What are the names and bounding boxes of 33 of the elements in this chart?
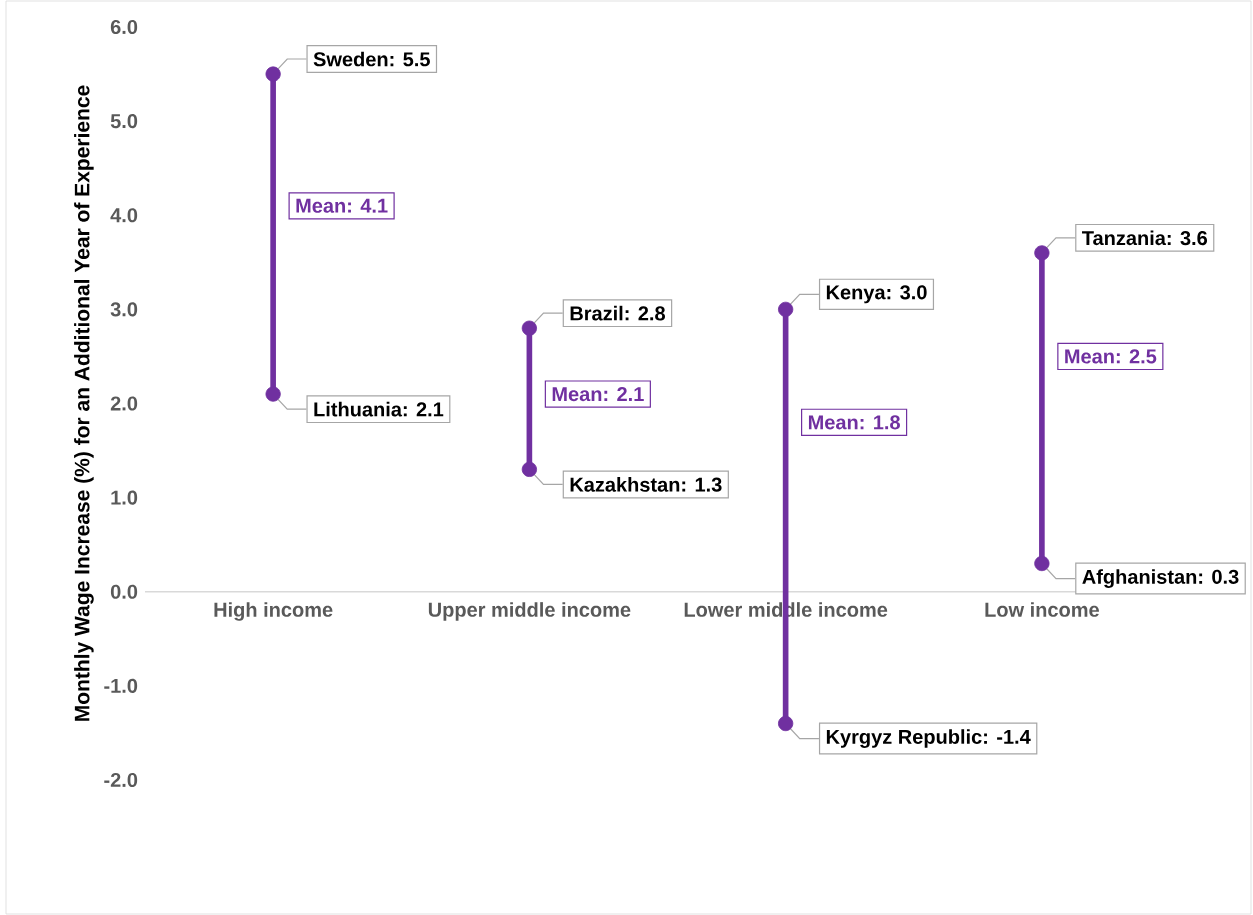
annotation: Tanzania: 3.6 bbox=[1082, 230, 1208, 246]
y-tick-label: 2.0 bbox=[110, 396, 138, 411]
y-tick-label: 6.0 bbox=[110, 19, 138, 35]
point bbox=[778, 715, 794, 732]
annotation: Mean: 2.5 bbox=[1065, 349, 1157, 364]
y-tick-label: -1.0 bbox=[104, 678, 138, 693]
x-tick-label: Upper middle income bbox=[428, 602, 631, 621]
annotation: Mean: 4.1 bbox=[296, 198, 388, 213]
point bbox=[521, 320, 537, 336]
annotation: Sweden: 5.5 bbox=[313, 51, 430, 67]
y-tick-label: 5.0 bbox=[110, 114, 138, 129]
y-tick-label: 0.0 bbox=[110, 584, 138, 599]
annotation: Afghanistan: 0.3 bbox=[1082, 569, 1239, 588]
annotation: Kyrgyz Republic: -1.4 bbox=[826, 729, 1031, 748]
x-tick-label: High income bbox=[214, 602, 333, 621]
x-tick-label: Low income bbox=[985, 602, 1099, 617]
annotation: Lithuania: 2.1 bbox=[314, 401, 444, 417]
annotation: Kenya: 3.0 bbox=[826, 285, 927, 304]
y-tick-label: 1.0 bbox=[111, 490, 138, 505]
annotation: Kazakhstan: 1.3 bbox=[570, 477, 722, 492]
annotation: Brazil: 2.8 bbox=[570, 305, 665, 321]
annotation: Mean: 2.1 bbox=[552, 387, 644, 402]
point bbox=[265, 66, 281, 82]
point bbox=[265, 386, 281, 402]
y-tick-label: 3.0 bbox=[110, 302, 138, 317]
y-tick-label: 4.0 bbox=[110, 208, 138, 223]
point bbox=[1034, 245, 1050, 261]
point bbox=[1034, 555, 1050, 572]
annotation: Mean: 1.8 bbox=[808, 415, 900, 430]
point bbox=[521, 461, 537, 477]
point bbox=[778, 301, 794, 317]
y-axis-title: Monthly Wage Increase (%) for an Additional Year of Experience bbox=[74, 85, 94, 721]
y-tick-label: -2.0 bbox=[104, 772, 138, 788]
